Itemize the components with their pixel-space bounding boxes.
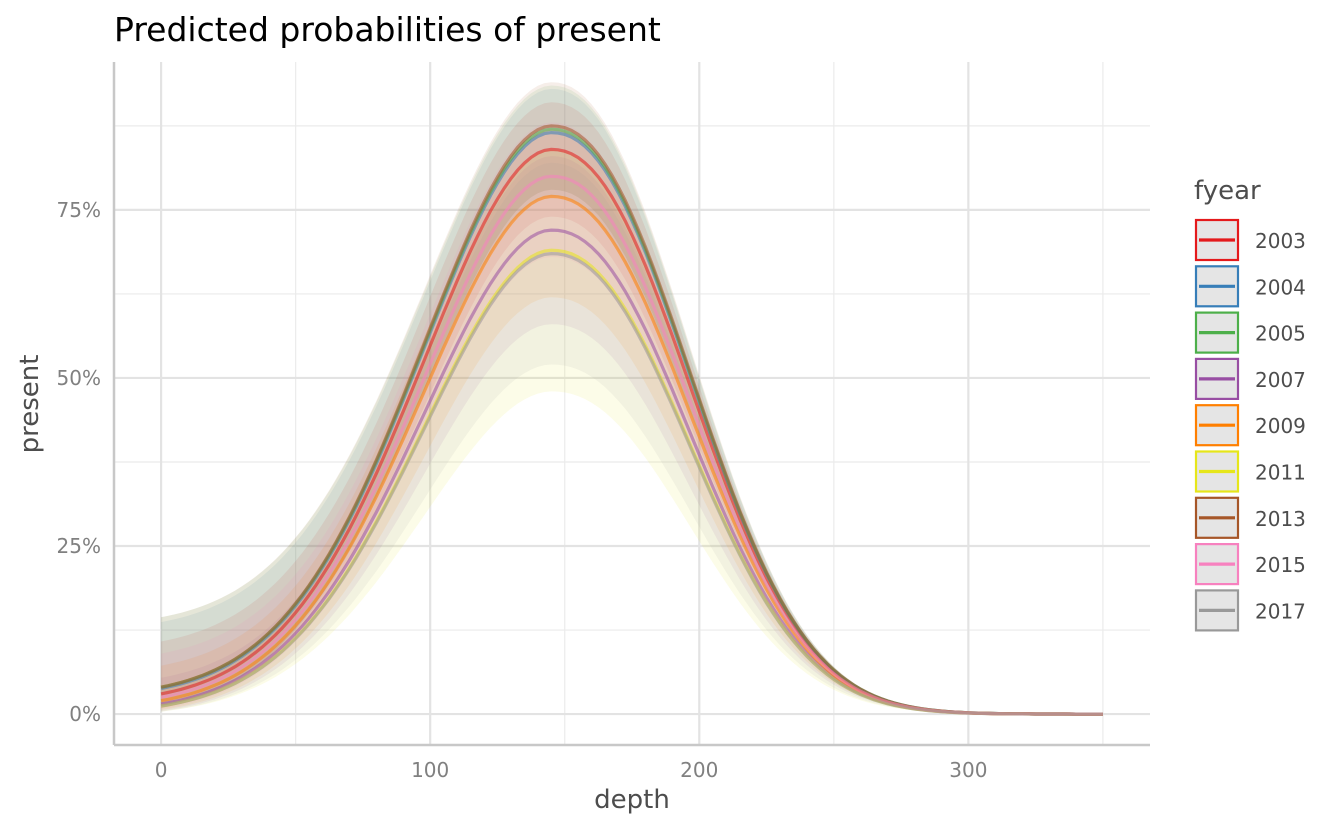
legend-label: 2015 [1255, 553, 1306, 577]
legend-label: 2005 [1255, 322, 1306, 346]
chart-title: Predicted probabilities of present [114, 10, 661, 49]
legend-item-2013: 2013 [1194, 496, 1306, 539]
legend-label: 2004 [1255, 275, 1306, 299]
legend-item-2007: 2007 [1194, 357, 1306, 400]
tick-labels: 0 100 200 300 0% 25% 50% 75% [57, 198, 988, 782]
legend-item-2005: 2005 [1194, 311, 1306, 354]
legend-item-2009: 2009 [1194, 404, 1306, 447]
legend-item-2017: 2017 [1194, 589, 1306, 632]
y-tick-label: 25% [57, 534, 101, 558]
confidence-band-2011 [161, 149, 1103, 715]
legend-item-2011: 2011 [1194, 450, 1306, 493]
legend-label: 2017 [1255, 599, 1306, 623]
legend: fyear 2003 2004 2005 2007 2009 2011 2013 2015 20… [1194, 176, 1306, 632]
y-tick-label: 0% [69, 702, 101, 726]
confidence-band-2009 [161, 129, 1103, 715]
legend-item-2003: 2003 [1194, 218, 1306, 262]
legend-item-2015: 2015 [1194, 542, 1306, 586]
y-tick-label: 75% [57, 198, 101, 222]
series-line-2017 [160, 251, 1103, 716]
x-tick-label: 0 [155, 758, 168, 782]
legend-label: 2011 [1255, 461, 1306, 485]
y-axis-title: present [15, 355, 45, 454]
legend-label: 2013 [1255, 507, 1306, 531]
x-axis-title: depth [594, 785, 670, 815]
x-tick-label: 200 [680, 758, 718, 782]
legend-title: fyear [1194, 176, 1261, 206]
y-tick-label: 50% [57, 366, 101, 390]
confidence-band-2015 [161, 122, 1103, 715]
legend-label: 2007 [1255, 368, 1306, 392]
legend-item-2004: 2004 [1194, 265, 1306, 308]
x-tick-label: 100 [411, 758, 449, 782]
series-lines [160, 124, 1103, 716]
axes [112, 62, 1150, 747]
x-tick-label: 300 [949, 758, 987, 782]
legend-label: 2003 [1255, 229, 1306, 253]
legend-label: 2009 [1255, 414, 1306, 438]
